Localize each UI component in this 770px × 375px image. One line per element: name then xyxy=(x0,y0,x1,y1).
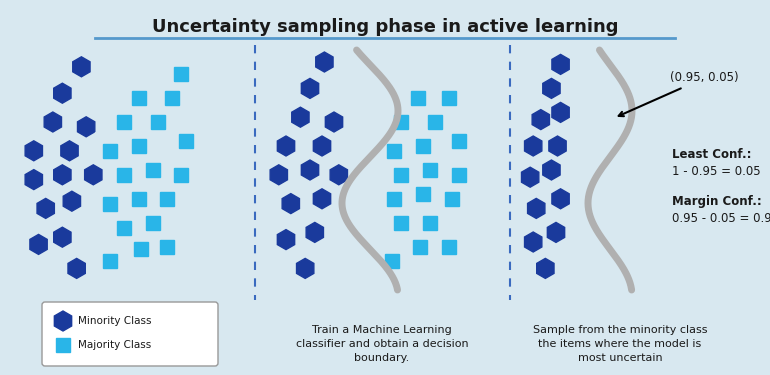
Bar xyxy=(132,139,146,153)
Bar xyxy=(387,144,401,158)
Text: 0.95 - 0.05 = 0.9: 0.95 - 0.05 = 0.9 xyxy=(672,212,770,225)
Polygon shape xyxy=(527,198,545,218)
Polygon shape xyxy=(316,52,333,72)
Polygon shape xyxy=(270,165,287,185)
Polygon shape xyxy=(552,189,569,209)
Polygon shape xyxy=(282,194,300,214)
Polygon shape xyxy=(547,222,564,242)
Polygon shape xyxy=(296,258,314,278)
Polygon shape xyxy=(68,258,85,278)
Bar xyxy=(179,134,193,148)
Bar xyxy=(452,168,466,182)
Polygon shape xyxy=(25,170,42,190)
Bar xyxy=(442,240,456,254)
Bar xyxy=(413,240,427,254)
Polygon shape xyxy=(552,54,569,74)
Polygon shape xyxy=(37,198,55,218)
Bar xyxy=(160,192,174,206)
Polygon shape xyxy=(313,136,330,156)
Polygon shape xyxy=(301,78,319,98)
Polygon shape xyxy=(63,191,81,211)
Polygon shape xyxy=(524,232,542,252)
Polygon shape xyxy=(25,141,42,161)
Bar xyxy=(132,192,146,206)
Text: Train a Machine Learning
classifier and obtain a decision
boundary.: Train a Machine Learning classifier and … xyxy=(296,325,468,363)
Polygon shape xyxy=(277,230,295,250)
Polygon shape xyxy=(330,165,347,185)
Bar xyxy=(384,254,399,268)
Text: Sample from the minority class
the items where the model is
most uncertain: Sample from the minority class the items… xyxy=(533,325,708,363)
Polygon shape xyxy=(301,160,319,180)
Polygon shape xyxy=(532,110,550,130)
Bar xyxy=(394,115,408,129)
Bar xyxy=(174,168,189,182)
Bar xyxy=(416,139,430,153)
Bar xyxy=(134,242,148,256)
Text: 1 - 0.95 = 0.05: 1 - 0.95 = 0.05 xyxy=(672,165,761,178)
Polygon shape xyxy=(543,78,560,98)
Polygon shape xyxy=(326,112,343,132)
Bar xyxy=(132,91,146,105)
Bar xyxy=(165,91,179,105)
Bar xyxy=(103,144,117,158)
Bar xyxy=(117,168,131,182)
Bar xyxy=(387,192,401,206)
Polygon shape xyxy=(306,222,323,242)
Bar xyxy=(416,187,430,201)
Polygon shape xyxy=(78,117,95,137)
Polygon shape xyxy=(292,107,309,127)
Polygon shape xyxy=(44,112,62,132)
Polygon shape xyxy=(524,136,542,156)
Text: Least Conf.:: Least Conf.: xyxy=(672,148,752,161)
Text: Minority Class: Minority Class xyxy=(78,316,152,326)
Text: (0.95, 0.05): (0.95, 0.05) xyxy=(618,72,738,116)
Text: Uncertainty sampling phase in active learning: Uncertainty sampling phase in active lea… xyxy=(152,18,618,36)
Text: Majority Class: Majority Class xyxy=(78,340,151,350)
Polygon shape xyxy=(61,141,79,161)
Polygon shape xyxy=(552,102,569,122)
Polygon shape xyxy=(543,160,560,180)
Polygon shape xyxy=(313,189,330,209)
Bar xyxy=(423,216,437,230)
Polygon shape xyxy=(72,57,90,77)
Bar xyxy=(452,134,466,148)
Bar xyxy=(103,196,117,211)
Bar xyxy=(423,163,437,177)
FancyBboxPatch shape xyxy=(42,302,218,366)
Bar xyxy=(146,216,160,230)
Polygon shape xyxy=(85,165,102,185)
Text: Margin Conf.:: Margin Conf.: xyxy=(672,195,762,208)
Polygon shape xyxy=(55,311,72,331)
Polygon shape xyxy=(537,258,554,278)
Polygon shape xyxy=(521,167,539,187)
Bar xyxy=(146,163,160,177)
Polygon shape xyxy=(54,227,71,247)
Bar xyxy=(56,338,70,352)
Bar xyxy=(411,91,425,105)
Bar xyxy=(117,115,131,129)
Bar xyxy=(442,91,456,105)
Bar xyxy=(151,115,165,129)
Bar xyxy=(103,254,117,268)
Bar xyxy=(394,216,408,230)
Polygon shape xyxy=(30,234,47,254)
Polygon shape xyxy=(549,136,566,156)
Bar xyxy=(394,168,408,182)
Bar xyxy=(117,220,131,235)
Polygon shape xyxy=(54,165,71,185)
Bar xyxy=(160,240,174,254)
Bar xyxy=(174,67,189,81)
Polygon shape xyxy=(277,136,295,156)
Polygon shape xyxy=(54,83,71,103)
Bar xyxy=(428,115,442,129)
Bar xyxy=(444,192,459,206)
